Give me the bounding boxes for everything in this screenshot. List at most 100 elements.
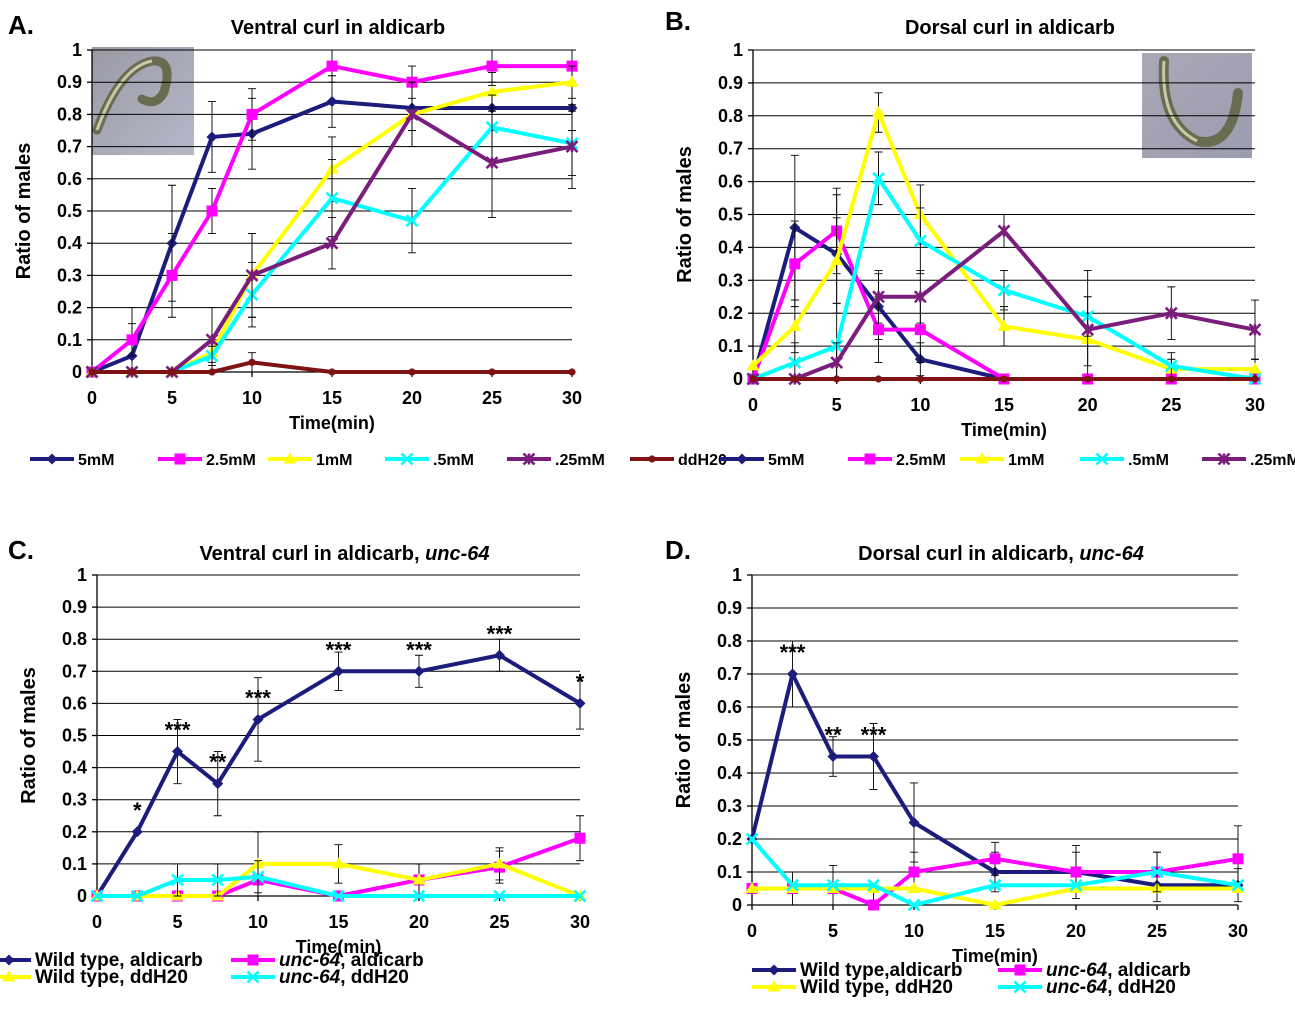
y-tick-label: 0.8 bbox=[57, 104, 82, 124]
data-point bbox=[913, 234, 927, 248]
y-tick-label: 0.8 bbox=[718, 106, 743, 126]
x-tick-label: 30 bbox=[562, 388, 582, 408]
data-point bbox=[326, 60, 338, 72]
significance-label: *** bbox=[165, 718, 191, 743]
legend-item: unc-64, aldicarb bbox=[231, 950, 424, 971]
y-tick-label: 0.3 bbox=[717, 796, 742, 816]
y-tick-label: 0.2 bbox=[717, 829, 742, 849]
legend-marker bbox=[768, 964, 780, 976]
data-point bbox=[745, 832, 759, 846]
legend-item: 2.5mM bbox=[848, 452, 946, 469]
data-point bbox=[908, 817, 920, 828]
significance-label: * bbox=[133, 798, 142, 823]
chart-title: Dorsal curl in aldicarb bbox=[905, 17, 1115, 39]
legend-item: 1mM bbox=[960, 452, 1044, 469]
data-point bbox=[332, 889, 345, 903]
y-tick-label: 0.6 bbox=[57, 169, 82, 189]
data-point bbox=[325, 236, 339, 250]
data-point bbox=[486, 60, 498, 72]
data-point bbox=[126, 334, 138, 346]
data-point bbox=[873, 324, 884, 336]
data-point bbox=[412, 873, 426, 885]
data-point bbox=[565, 75, 579, 87]
legend-label: 5mM bbox=[78, 452, 114, 469]
legend-item: .5mM bbox=[1080, 452, 1169, 469]
x-tick-label: 15 bbox=[322, 388, 342, 408]
x-axis-label: Time(min) bbox=[961, 420, 1047, 440]
data-point bbox=[788, 356, 802, 369]
legend-marker bbox=[736, 453, 748, 465]
y-tick-label: 0.9 bbox=[718, 73, 743, 93]
legend-item: unc-64, ddH20 bbox=[231, 967, 409, 988]
y-tick-label: 0.6 bbox=[718, 172, 743, 192]
legend-label: Wild type, ddH20 bbox=[35, 967, 188, 988]
inset-photo bbox=[92, 47, 194, 155]
data-point bbox=[1084, 375, 1092, 383]
y-tick-label: 0.7 bbox=[717, 664, 742, 684]
x-tick-label: 0 bbox=[92, 912, 102, 932]
legend-item: ddH20 bbox=[630, 452, 727, 469]
data-point bbox=[252, 713, 264, 725]
x-axis-label: Time(min) bbox=[952, 946, 1038, 966]
data-point bbox=[408, 368, 416, 376]
significance-label: *** bbox=[326, 637, 352, 662]
chart-title-italic: unc-64 bbox=[425, 543, 489, 565]
legend-marker bbox=[400, 452, 414, 466]
y-tick-label: 0.7 bbox=[57, 137, 82, 157]
y-tick-label: 0 bbox=[72, 362, 82, 382]
x-tick-label: 30 bbox=[570, 912, 590, 932]
data-point bbox=[788, 319, 802, 331]
legend-item: Wild type, ddH20 bbox=[0, 967, 188, 988]
legend-label: 1mM bbox=[1008, 452, 1044, 469]
x-tick-label: 5 bbox=[832, 395, 842, 415]
x-tick-label: 15 bbox=[985, 921, 1005, 941]
y-tick-label: 0.7 bbox=[62, 661, 87, 681]
data-point bbox=[872, 290, 885, 304]
inset-photo bbox=[1142, 53, 1252, 158]
data-point bbox=[874, 375, 883, 383]
data-point bbox=[565, 140, 579, 154]
panel-a: 00.10.20.30.40.50.60.70.80.910 5 10 15 20 25 3… bbox=[8, 10, 727, 469]
y-tick-label: 0.6 bbox=[717, 697, 742, 717]
data-point bbox=[916, 375, 924, 383]
panel-c: 00.10.20.30.40.50.60.70.80.910 5 10 15 20 25 3… bbox=[0, 535, 590, 988]
x-axis-label: Time(min) bbox=[296, 937, 382, 957]
series-5 bbox=[88, 352, 576, 376]
y-tick-label: 1 bbox=[77, 565, 87, 585]
data-point bbox=[989, 853, 1001, 865]
significance-label: *** bbox=[406, 637, 432, 662]
y-tick-label: 0.4 bbox=[57, 233, 82, 253]
legend-item: 2.5mM bbox=[158, 452, 256, 469]
y-tick-label: 0.9 bbox=[57, 72, 82, 92]
data-point bbox=[1248, 362, 1262, 374]
y-tick-label: 0.4 bbox=[717, 763, 742, 783]
y-tick-label: 0.3 bbox=[57, 265, 82, 285]
x-tick-label: 25 bbox=[1147, 921, 1167, 941]
series-3 bbox=[90, 860, 587, 903]
legend-label-text: , ddH20 bbox=[340, 967, 409, 988]
data-point bbox=[325, 191, 339, 205]
x-axis-label: Time(min) bbox=[289, 413, 375, 433]
data-point bbox=[248, 358, 256, 366]
data-point bbox=[1000, 375, 1008, 383]
data-point bbox=[868, 899, 879, 911]
panel-label: B. bbox=[665, 6, 691, 36]
y-tick-label: 0.6 bbox=[62, 693, 87, 713]
legend-label: 5mM bbox=[768, 452, 804, 469]
y-tick-label: 0.3 bbox=[718, 270, 743, 290]
data-point bbox=[907, 898, 921, 912]
legend-item: unc-64, aldicarb bbox=[998, 960, 1191, 981]
y-tick-label: 1 bbox=[733, 40, 743, 60]
legend-label: ddH20 bbox=[678, 452, 727, 469]
legend-label-italic: unc-64 bbox=[1046, 977, 1108, 998]
data-point bbox=[412, 889, 426, 903]
data-point bbox=[131, 826, 143, 838]
data-point bbox=[988, 898, 1002, 910]
legend-label: 2.5mM bbox=[896, 452, 946, 469]
data-point bbox=[405, 107, 419, 121]
x-tick-label: 15 bbox=[328, 912, 348, 932]
x-tick-label: 30 bbox=[1228, 921, 1248, 941]
data-point bbox=[749, 375, 757, 383]
legend-marker bbox=[975, 452, 989, 464]
